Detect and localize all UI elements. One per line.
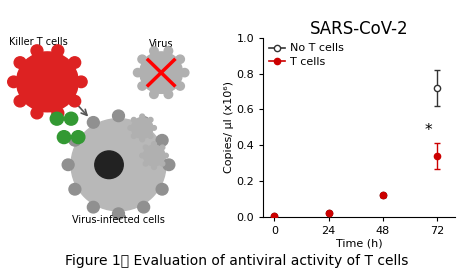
- Legend: No T cells, T cells: No T cells, T cells: [269, 44, 344, 67]
- Circle shape: [156, 134, 168, 146]
- Circle shape: [52, 45, 64, 56]
- Circle shape: [150, 90, 158, 98]
- Circle shape: [14, 95, 26, 107]
- Circle shape: [152, 165, 156, 169]
- Circle shape: [72, 131, 85, 144]
- Circle shape: [138, 117, 150, 128]
- Circle shape: [113, 110, 124, 122]
- Circle shape: [131, 134, 136, 138]
- Circle shape: [52, 107, 64, 119]
- Circle shape: [112, 208, 124, 220]
- Circle shape: [140, 114, 145, 119]
- X-axis label: Time (h): Time (h): [336, 238, 383, 249]
- Circle shape: [164, 153, 168, 158]
- Circle shape: [150, 47, 158, 55]
- Circle shape: [164, 90, 173, 98]
- Circle shape: [64, 112, 78, 125]
- Circle shape: [143, 145, 165, 166]
- Text: *: *: [424, 123, 432, 138]
- Circle shape: [50, 112, 64, 125]
- Y-axis label: Copies/ µl (x10⁶): Copies/ µl (x10⁶): [224, 81, 234, 173]
- Circle shape: [138, 55, 146, 63]
- Circle shape: [138, 201, 150, 213]
- Circle shape: [62, 159, 74, 170]
- Circle shape: [31, 107, 43, 119]
- Circle shape: [131, 117, 136, 122]
- Circle shape: [31, 45, 43, 56]
- Circle shape: [71, 119, 166, 211]
- Circle shape: [143, 145, 148, 150]
- Text: Killer T cells: Killer T cells: [9, 37, 68, 47]
- Circle shape: [176, 82, 184, 90]
- Circle shape: [148, 117, 153, 122]
- Circle shape: [128, 125, 133, 130]
- Circle shape: [87, 117, 99, 128]
- Text: Virus-infected cells: Virus-infected cells: [72, 215, 165, 225]
- Circle shape: [138, 82, 146, 90]
- Title: SARS-CoV-2: SARS-CoV-2: [310, 20, 409, 38]
- Text: Figure 1： Evaluation of antiviral activity of T cells: Figure 1： Evaluation of antiviral activi…: [65, 254, 409, 268]
- Circle shape: [164, 47, 173, 55]
- Circle shape: [180, 69, 189, 77]
- Circle shape: [152, 125, 156, 130]
- Circle shape: [69, 95, 81, 107]
- Circle shape: [140, 137, 145, 142]
- Circle shape: [87, 201, 99, 213]
- Text: Virus: Virus: [149, 39, 173, 49]
- Circle shape: [160, 162, 165, 166]
- Circle shape: [57, 131, 71, 144]
- Circle shape: [148, 134, 153, 138]
- Circle shape: [156, 183, 168, 195]
- Circle shape: [163, 159, 175, 170]
- Circle shape: [69, 183, 81, 195]
- Circle shape: [176, 55, 184, 63]
- Circle shape: [95, 151, 123, 179]
- Circle shape: [75, 76, 87, 88]
- Circle shape: [143, 162, 148, 166]
- Circle shape: [134, 69, 142, 77]
- Circle shape: [160, 145, 165, 150]
- Circle shape: [140, 153, 145, 158]
- Circle shape: [131, 118, 153, 138]
- Circle shape: [17, 52, 78, 112]
- Circle shape: [8, 76, 19, 88]
- Circle shape: [152, 142, 156, 146]
- Circle shape: [69, 134, 81, 146]
- Circle shape: [14, 57, 26, 68]
- Circle shape: [69, 57, 81, 68]
- Circle shape: [140, 52, 182, 93]
